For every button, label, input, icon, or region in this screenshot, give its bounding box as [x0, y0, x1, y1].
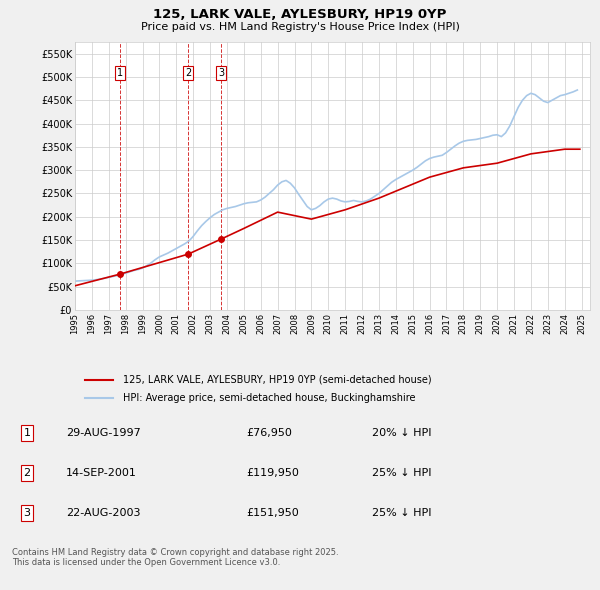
Text: 3: 3 [218, 68, 224, 78]
Text: Contains HM Land Registry data © Crown copyright and database right 2025.
This d: Contains HM Land Registry data © Crown c… [12, 548, 338, 568]
Text: £119,950: £119,950 [246, 468, 299, 478]
Text: 2: 2 [185, 68, 191, 78]
Text: 22-AUG-2003: 22-AUG-2003 [66, 508, 140, 518]
Text: 29-AUG-1997: 29-AUG-1997 [66, 428, 141, 438]
Text: 14-SEP-2001: 14-SEP-2001 [66, 468, 137, 478]
Text: 25% ↓ HPI: 25% ↓ HPI [372, 508, 431, 518]
Text: 1: 1 [23, 428, 31, 438]
Text: 3: 3 [23, 508, 31, 518]
Text: £151,950: £151,950 [246, 508, 299, 518]
Text: 1: 1 [117, 68, 123, 78]
Text: 125, LARK VALE, AYLESBURY, HP19 0YP: 125, LARK VALE, AYLESBURY, HP19 0YP [154, 8, 446, 21]
Text: Price paid vs. HM Land Registry's House Price Index (HPI): Price paid vs. HM Land Registry's House … [140, 22, 460, 32]
Text: 25% ↓ HPI: 25% ↓ HPI [372, 468, 431, 478]
Text: £76,950: £76,950 [246, 428, 292, 438]
Text: 125, LARK VALE, AYLESBURY, HP19 0YP (semi-detached house): 125, LARK VALE, AYLESBURY, HP19 0YP (sem… [123, 375, 431, 385]
Text: 2: 2 [23, 468, 31, 478]
Text: HPI: Average price, semi-detached house, Buckinghamshire: HPI: Average price, semi-detached house,… [123, 394, 415, 403]
Text: 20% ↓ HPI: 20% ↓ HPI [372, 428, 431, 438]
